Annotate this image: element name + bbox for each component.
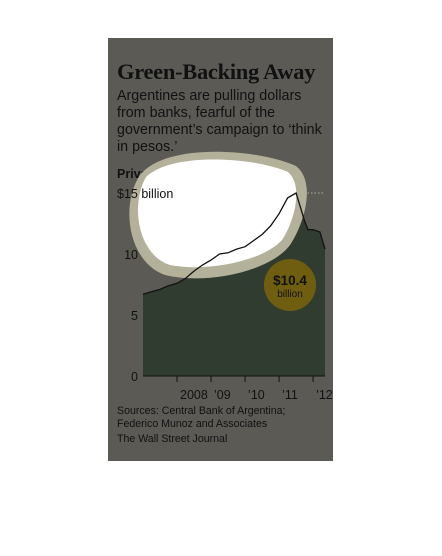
deposits-line [142, 192, 326, 295]
y-tick-label: $15 billion [117, 187, 173, 201]
source-note: Sources: Central Bank of Argentina; Fede… [117, 405, 286, 430]
x-tick-label: ’12 [316, 388, 333, 402]
x-tick-label: 2008 [180, 388, 208, 402]
chart-headline: Green-Backing Away [117, 59, 316, 84]
y-tick-label: 10 [124, 248, 138, 262]
x-tick-label: ’09 [214, 388, 231, 402]
x-tick-label: ’11 [282, 388, 298, 402]
overlay-shapes [129, 151, 307, 279]
axis-ticks: $15 billion 10 5 0 2008 ’09 ’10 ’11 ’12 [117, 187, 333, 402]
x-tick-label: ’10 [248, 388, 265, 402]
callout-bubble [264, 259, 316, 311]
highlight-blob-inner [138, 159, 297, 268]
callout-unit: billion [277, 289, 303, 300]
y-tick-label: 5 [131, 309, 138, 323]
credit-line: The Wall Street Journal [117, 433, 228, 445]
chart-subtitle: Argentines are pulling dollars from bank… [117, 88, 322, 155]
deposits-line-layer [142, 192, 326, 295]
y-tick-label: 0 [131, 370, 138, 384]
callout-value: $10.4 [273, 273, 307, 288]
